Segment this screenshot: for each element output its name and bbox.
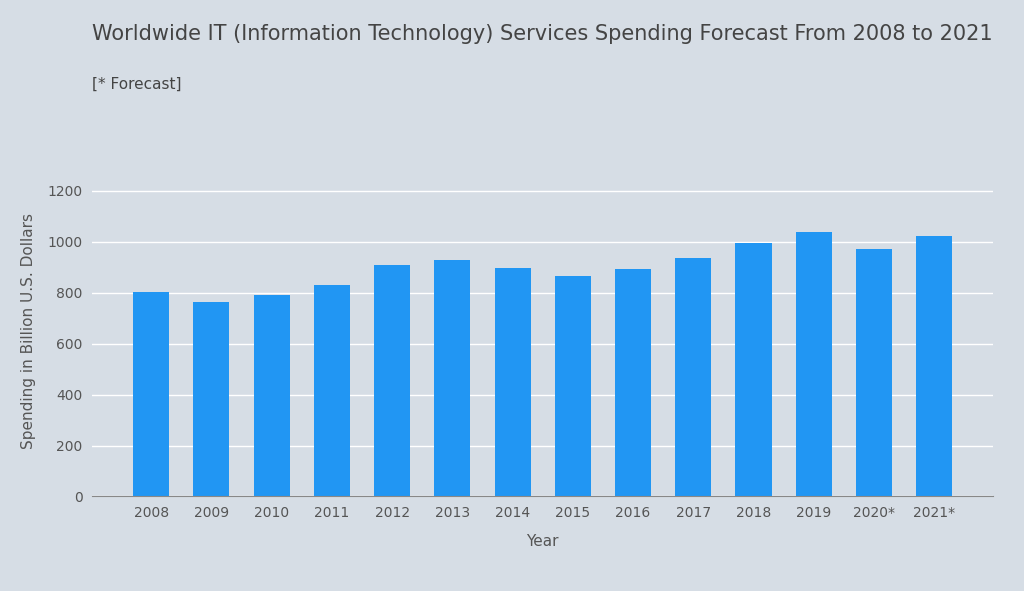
Bar [194,302,229,496]
Bar [434,260,470,496]
Bar [796,232,831,496]
Bar [495,268,530,496]
Bar [675,258,712,496]
Bar [254,296,290,496]
Text: [* Forecast]: [* Forecast] [92,77,181,92]
Y-axis label: Spending in Billion U.S. Dollars: Spending in Billion U.S. Dollars [22,213,36,449]
Text: Worldwide IT (Information Technology) Services Spending Forecast From 2008 to 20: Worldwide IT (Information Technology) Se… [92,24,993,44]
Bar [313,285,350,496]
Bar [374,265,411,496]
Bar [735,243,772,496]
X-axis label: Year: Year [526,534,559,549]
Bar [916,236,952,496]
Bar [615,269,651,496]
Bar [555,277,591,496]
Bar [856,249,892,496]
Bar [133,292,169,496]
